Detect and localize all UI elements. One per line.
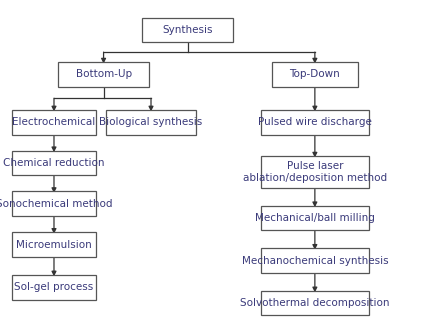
FancyBboxPatch shape [106,110,196,135]
Text: Electrochemical: Electrochemical [12,117,95,127]
FancyBboxPatch shape [261,156,369,188]
Text: Mechanical/ball milling: Mechanical/ball milling [255,213,375,223]
Text: Top-Down: Top-Down [290,69,340,79]
FancyBboxPatch shape [12,151,96,175]
Text: Pulse laser
ablation/deposition method: Pulse laser ablation/deposition method [243,161,387,182]
FancyBboxPatch shape [12,191,96,216]
Text: Bottom-Up: Bottom-Up [76,69,132,79]
Text: Chemical reduction: Chemical reduction [3,158,105,168]
Text: Sonochemical method: Sonochemical method [0,199,112,209]
FancyBboxPatch shape [261,291,369,315]
FancyBboxPatch shape [12,275,96,299]
FancyBboxPatch shape [12,232,96,257]
Text: Microemulsion: Microemulsion [16,239,92,249]
FancyBboxPatch shape [261,110,369,135]
FancyBboxPatch shape [58,62,149,87]
FancyBboxPatch shape [261,248,369,273]
Text: Mechanochemical synthesis: Mechanochemical synthesis [242,255,388,265]
Text: Sol-gel process: Sol-gel process [15,282,94,292]
Text: Solvothermal decomposition: Solvothermal decomposition [240,298,389,308]
FancyBboxPatch shape [261,205,369,230]
FancyBboxPatch shape [272,62,358,87]
Text: Pulsed wire discharge: Pulsed wire discharge [258,117,372,127]
Text: Synthesis: Synthesis [162,25,213,35]
Text: Biological synthesis: Biological synthesis [99,117,203,127]
FancyBboxPatch shape [143,18,233,42]
FancyBboxPatch shape [12,110,96,135]
